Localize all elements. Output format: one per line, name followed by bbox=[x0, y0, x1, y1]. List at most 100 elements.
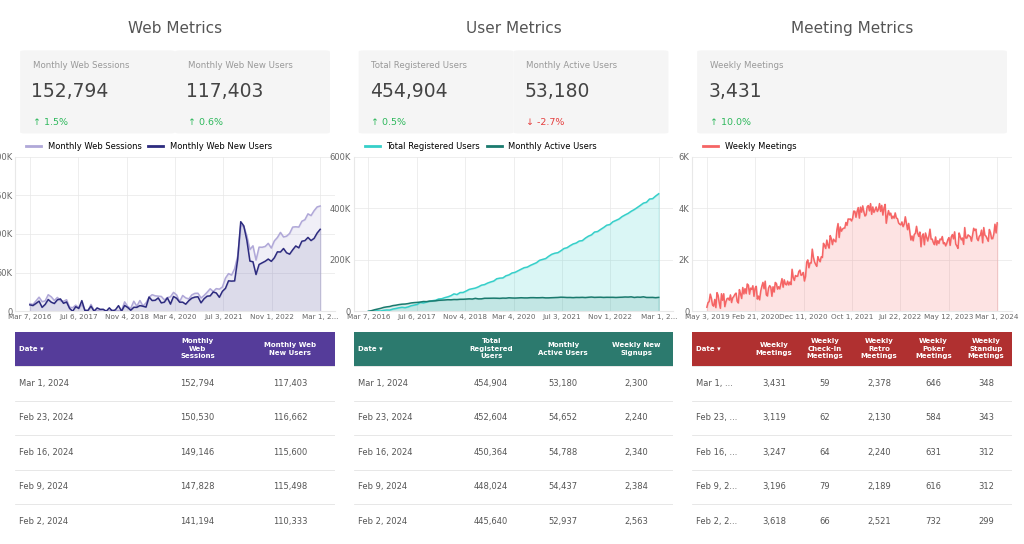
FancyBboxPatch shape bbox=[20, 51, 175, 133]
Text: ↑ 1.5%: ↑ 1.5% bbox=[33, 118, 68, 127]
Text: Feb 9, 2...: Feb 9, 2... bbox=[696, 483, 737, 491]
Text: Mar 1, ...: Mar 1, ... bbox=[696, 379, 733, 388]
Text: 152,794: 152,794 bbox=[180, 379, 214, 388]
Text: 141,194: 141,194 bbox=[180, 517, 214, 526]
Text: 646: 646 bbox=[926, 379, 941, 388]
Text: Feb 16, ...: Feb 16, ... bbox=[696, 448, 737, 457]
Text: 2,130: 2,130 bbox=[867, 413, 891, 422]
FancyBboxPatch shape bbox=[175, 51, 330, 133]
Text: 116,662: 116,662 bbox=[272, 413, 307, 422]
Text: 150,530: 150,530 bbox=[180, 413, 214, 422]
Text: Feb 2, 2024: Feb 2, 2024 bbox=[357, 517, 407, 526]
Text: Weekly
Retro
Meetings: Weekly Retro Meetings bbox=[861, 338, 898, 360]
Text: Feb 9, 2024: Feb 9, 2024 bbox=[19, 483, 69, 491]
Text: 117,403: 117,403 bbox=[186, 82, 263, 101]
Bar bbox=[692, 504, 1012, 539]
Text: 2,563: 2,563 bbox=[625, 517, 648, 526]
Text: Monthly
Web
Sessions: Monthly Web Sessions bbox=[180, 338, 215, 360]
Bar bbox=[692, 435, 1012, 469]
Text: 2,240: 2,240 bbox=[625, 413, 648, 422]
Text: 110,333: 110,333 bbox=[272, 517, 307, 526]
Bar bbox=[15, 469, 335, 504]
Text: Feb 23, 2024: Feb 23, 2024 bbox=[19, 413, 74, 422]
Text: 2,384: 2,384 bbox=[625, 483, 648, 491]
Text: 64: 64 bbox=[819, 448, 830, 457]
Text: 348: 348 bbox=[978, 379, 994, 388]
Text: 2,521: 2,521 bbox=[867, 517, 891, 526]
Text: 52,937: 52,937 bbox=[549, 517, 578, 526]
Bar bbox=[354, 400, 673, 435]
Bar bbox=[692, 469, 1012, 504]
Text: ↑ 0.6%: ↑ 0.6% bbox=[187, 118, 223, 127]
Text: Monthly Web New Users: Monthly Web New Users bbox=[187, 60, 293, 70]
Text: User Metrics: User Metrics bbox=[466, 21, 561, 36]
Text: Monthly Active Users: Monthly Active Users bbox=[526, 60, 617, 70]
Text: 631: 631 bbox=[926, 448, 941, 457]
Legend: Monthly Web Sessions, Monthly Web New Users: Monthly Web Sessions, Monthly Web New Us… bbox=[23, 138, 275, 154]
Bar bbox=[354, 366, 673, 400]
Text: 3,119: 3,119 bbox=[762, 413, 785, 422]
Text: 147,828: 147,828 bbox=[180, 483, 215, 491]
Text: Total Registered Users: Total Registered Users bbox=[372, 60, 467, 70]
Bar bbox=[354, 435, 673, 469]
Text: 149,146: 149,146 bbox=[180, 448, 214, 457]
Legend: Total Registered Users, Monthly Active Users: Total Registered Users, Monthly Active U… bbox=[361, 138, 600, 154]
Text: Monthly Web Sessions: Monthly Web Sessions bbox=[33, 60, 129, 70]
Text: Date ▾: Date ▾ bbox=[696, 346, 721, 352]
Text: Weekly Meetings: Weekly Meetings bbox=[710, 60, 783, 70]
Text: Weekly
Check-In
Meetings: Weekly Check-In Meetings bbox=[807, 338, 844, 360]
Text: Weekly
Standup
Meetings: Weekly Standup Meetings bbox=[968, 338, 1005, 360]
Text: Web Metrics: Web Metrics bbox=[128, 21, 222, 36]
Text: Date ▾: Date ▾ bbox=[19, 346, 44, 352]
Text: 450,364: 450,364 bbox=[474, 448, 508, 457]
Text: 62: 62 bbox=[819, 413, 830, 422]
Text: 115,498: 115,498 bbox=[272, 483, 307, 491]
Bar bbox=[15, 366, 335, 400]
Text: 732: 732 bbox=[926, 517, 941, 526]
Text: 3,247: 3,247 bbox=[762, 448, 785, 457]
Text: 2,378: 2,378 bbox=[867, 379, 891, 388]
Text: Weekly New
Signups: Weekly New Signups bbox=[612, 342, 660, 356]
Bar bbox=[354, 332, 673, 366]
FancyBboxPatch shape bbox=[358, 51, 513, 133]
FancyBboxPatch shape bbox=[697, 51, 1007, 133]
Text: 2,189: 2,189 bbox=[867, 483, 891, 491]
Text: 454,904: 454,904 bbox=[474, 379, 508, 388]
Text: 616: 616 bbox=[926, 483, 941, 491]
Text: 66: 66 bbox=[819, 517, 830, 526]
Text: 152,794: 152,794 bbox=[32, 82, 109, 101]
Text: Feb 23, 2024: Feb 23, 2024 bbox=[357, 413, 413, 422]
Bar bbox=[15, 435, 335, 469]
Bar bbox=[692, 400, 1012, 435]
Text: 445,640: 445,640 bbox=[474, 517, 508, 526]
Text: 54,788: 54,788 bbox=[549, 448, 578, 457]
Text: Feb 16, 2024: Feb 16, 2024 bbox=[357, 448, 413, 457]
Text: Total
Registered
Users: Total Registered Users bbox=[469, 338, 513, 360]
Text: 454,904: 454,904 bbox=[370, 82, 447, 101]
Text: Feb 23, ...: Feb 23, ... bbox=[696, 413, 737, 422]
Text: 2,340: 2,340 bbox=[625, 448, 648, 457]
Text: Feb 9, 2024: Feb 9, 2024 bbox=[357, 483, 407, 491]
Text: ↑ 10.0%: ↑ 10.0% bbox=[710, 118, 751, 127]
Text: 54,437: 54,437 bbox=[549, 483, 578, 491]
Legend: Weekly Meetings: Weekly Meetings bbox=[699, 138, 800, 154]
Text: 3,196: 3,196 bbox=[762, 483, 785, 491]
Text: 53,180: 53,180 bbox=[524, 82, 590, 101]
Bar bbox=[354, 469, 673, 504]
Text: 312: 312 bbox=[978, 483, 994, 491]
Text: Feb 2, 2...: Feb 2, 2... bbox=[696, 517, 737, 526]
Text: 299: 299 bbox=[978, 517, 994, 526]
Text: 452,604: 452,604 bbox=[474, 413, 508, 422]
Text: ↓ -2.7%: ↓ -2.7% bbox=[526, 118, 564, 127]
Text: 2,300: 2,300 bbox=[625, 379, 648, 388]
Bar bbox=[15, 504, 335, 539]
Text: Mar 1, 2024: Mar 1, 2024 bbox=[19, 379, 70, 388]
Text: 59: 59 bbox=[819, 379, 830, 388]
Text: 3,618: 3,618 bbox=[762, 517, 785, 526]
Text: Weekly
Poker
Meetings: Weekly Poker Meetings bbox=[915, 338, 952, 360]
Text: 3,431: 3,431 bbox=[709, 82, 762, 101]
Text: Monthly
Active Users: Monthly Active Users bbox=[539, 342, 588, 356]
Text: 3,431: 3,431 bbox=[762, 379, 785, 388]
Text: Weekly
Meetings: Weekly Meetings bbox=[756, 342, 793, 356]
Text: 53,180: 53,180 bbox=[549, 379, 578, 388]
